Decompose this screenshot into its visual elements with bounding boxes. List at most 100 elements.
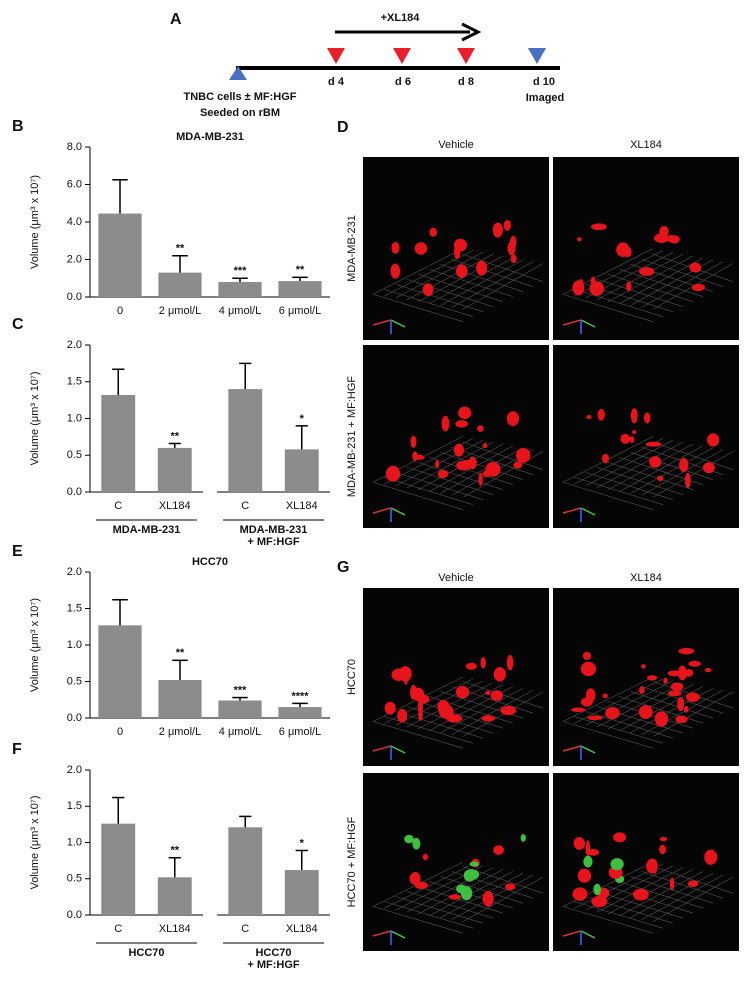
micrograph-spot [602, 453, 609, 464]
micrograph-spot [586, 414, 592, 420]
micrograph-grid [417, 255, 504, 303]
micrograph-grid [585, 439, 674, 487]
micrograph-grid [574, 901, 664, 929]
y-tick-label: 2.0 [67, 253, 82, 265]
y-tick-label: 2.0 [67, 764, 82, 776]
micrograph-spot [510, 254, 517, 264]
y-tick-label: 1.5 [67, 800, 82, 812]
micrograph-spot [418, 708, 423, 721]
axis-glyph [372, 507, 392, 514]
micrograph-spot [455, 685, 470, 699]
micrograph-spot [482, 890, 494, 907]
micrograph-spot [513, 461, 523, 469]
bar [157, 877, 192, 915]
day-label: d 4 [328, 76, 345, 88]
axis-glyph [580, 507, 596, 516]
significance: *** [234, 684, 248, 696]
micrograph-spot [390, 263, 401, 279]
y-tick-label: 0.5 [67, 449, 82, 461]
micrograph-grid [641, 874, 724, 920]
x-tick-label: C [241, 923, 249, 935]
micrograph-spot [616, 242, 630, 257]
micrograph-spot [492, 222, 503, 238]
micrograph-spot [602, 693, 608, 699]
micrograph-grid [462, 691, 544, 737]
micrograph-spot [704, 667, 712, 673]
panel-letter: G [337, 559, 349, 576]
micrograph-grid [406, 441, 494, 489]
dose-marker [327, 48, 345, 64]
micrograph-grid [462, 441, 544, 470]
micrograph-grid [562, 676, 654, 722]
micrograph-spot [669, 877, 675, 891]
micrograph-grid [372, 481, 464, 510]
micrograph-spot [643, 412, 651, 424]
micrograph-spot [675, 715, 688, 724]
micrograph-spot [490, 690, 504, 701]
micrograph-grid [619, 257, 704, 304]
micrograph-spot [663, 677, 668, 684]
micrograph-spot [485, 461, 501, 477]
micrograph [363, 345, 549, 528]
micrograph-spot [414, 242, 428, 255]
x-tick-label: 2 μmol/L [159, 305, 201, 317]
micrograph-grid [462, 263, 544, 310]
y-tick-label: 2.0 [67, 566, 82, 578]
micrograph-grid [619, 696, 704, 724]
micrograph-grid [440, 259, 524, 306]
micrograph-spot [659, 836, 668, 842]
micrograph-grid [384, 476, 474, 505]
micrograph-spot [412, 837, 421, 850]
start-label: Seeded on rBM [200, 107, 280, 119]
micrograph-grid [440, 263, 524, 292]
micrograph-spot [630, 408, 638, 424]
micrograph-spot [610, 858, 624, 871]
micrograph-spot [664, 235, 679, 242]
y-tick-label: 0.0 [67, 486, 82, 498]
micrograph-grid [652, 691, 734, 737]
micrograph-grid [607, 255, 694, 303]
micrograph-grid [607, 886, 694, 914]
column-label: XL184 [630, 139, 662, 151]
micrograph-spot [641, 664, 646, 669]
micrograph-spot [646, 858, 658, 874]
micrograph-spot [435, 460, 440, 468]
micrograph-spot [506, 654, 514, 671]
axis-glyph [580, 930, 596, 939]
significance: * [300, 837, 305, 849]
micrograph-grid [607, 273, 694, 302]
micrograph-grid [641, 449, 724, 496]
x-tick-label: 2 μmol/L [159, 726, 201, 738]
micrograph-grid [384, 288, 474, 317]
bar [101, 394, 136, 492]
micrograph [363, 588, 549, 766]
micrograph-spot [397, 708, 408, 723]
micrograph-grid [562, 721, 654, 749]
y-tick-label: 6.0 [67, 178, 82, 190]
micrograph-spot [391, 241, 400, 254]
panel-letter: D [337, 119, 349, 136]
bar [284, 870, 319, 915]
panel-letter: A [170, 11, 182, 28]
micrograph-spot [647, 675, 658, 681]
micrograph-grid [451, 261, 534, 308]
micrograph-spot [573, 836, 586, 850]
micrograph-spot [581, 697, 593, 707]
bar [101, 823, 136, 915]
axis-glyph [390, 930, 406, 939]
micrograph-grid [462, 253, 544, 282]
bar [278, 707, 322, 718]
micrograph-spot [639, 267, 655, 276]
micrograph-spot [503, 219, 512, 231]
micrograph-grid [596, 278, 684, 307]
x-tick-label: XL184 [286, 923, 318, 935]
micrograph-grid [619, 268, 704, 297]
micrograph-spot [404, 834, 414, 844]
y-tick-label: 1.5 [67, 602, 82, 614]
bar [98, 625, 142, 718]
micrograph-spot [415, 454, 425, 460]
axis-glyph [562, 745, 582, 752]
micrograph-grid [641, 689, 724, 735]
micrograph-spot [462, 459, 478, 465]
micrograph-grid [462, 876, 544, 922]
